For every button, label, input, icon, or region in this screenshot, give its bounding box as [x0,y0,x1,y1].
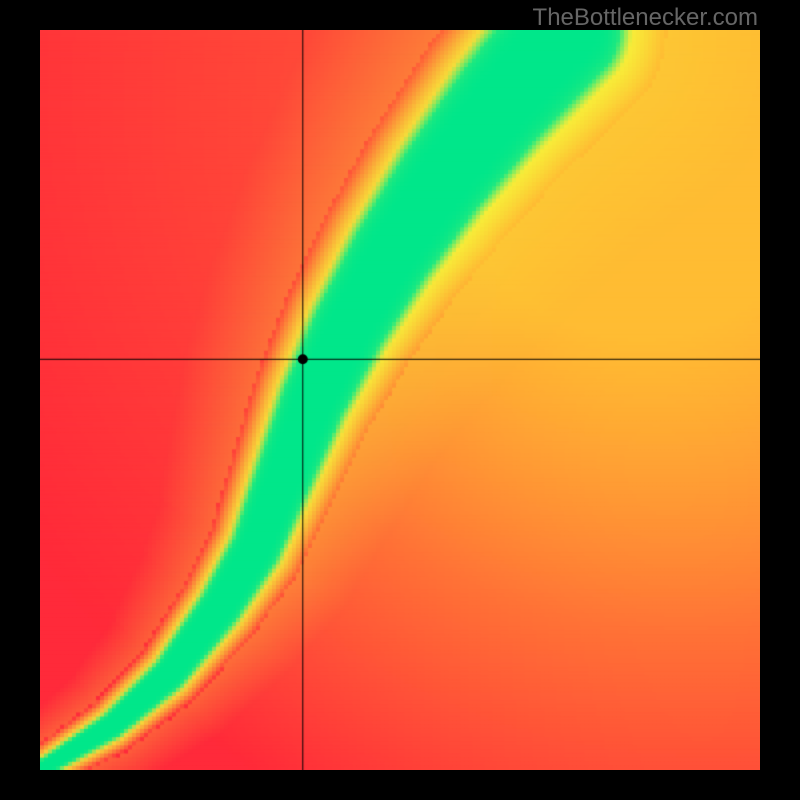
watermark-text: TheBottlenecker.com [533,4,758,32]
root-container: TheBottlenecker.com [0,0,800,800]
bottleneck-heatmap [40,30,760,770]
